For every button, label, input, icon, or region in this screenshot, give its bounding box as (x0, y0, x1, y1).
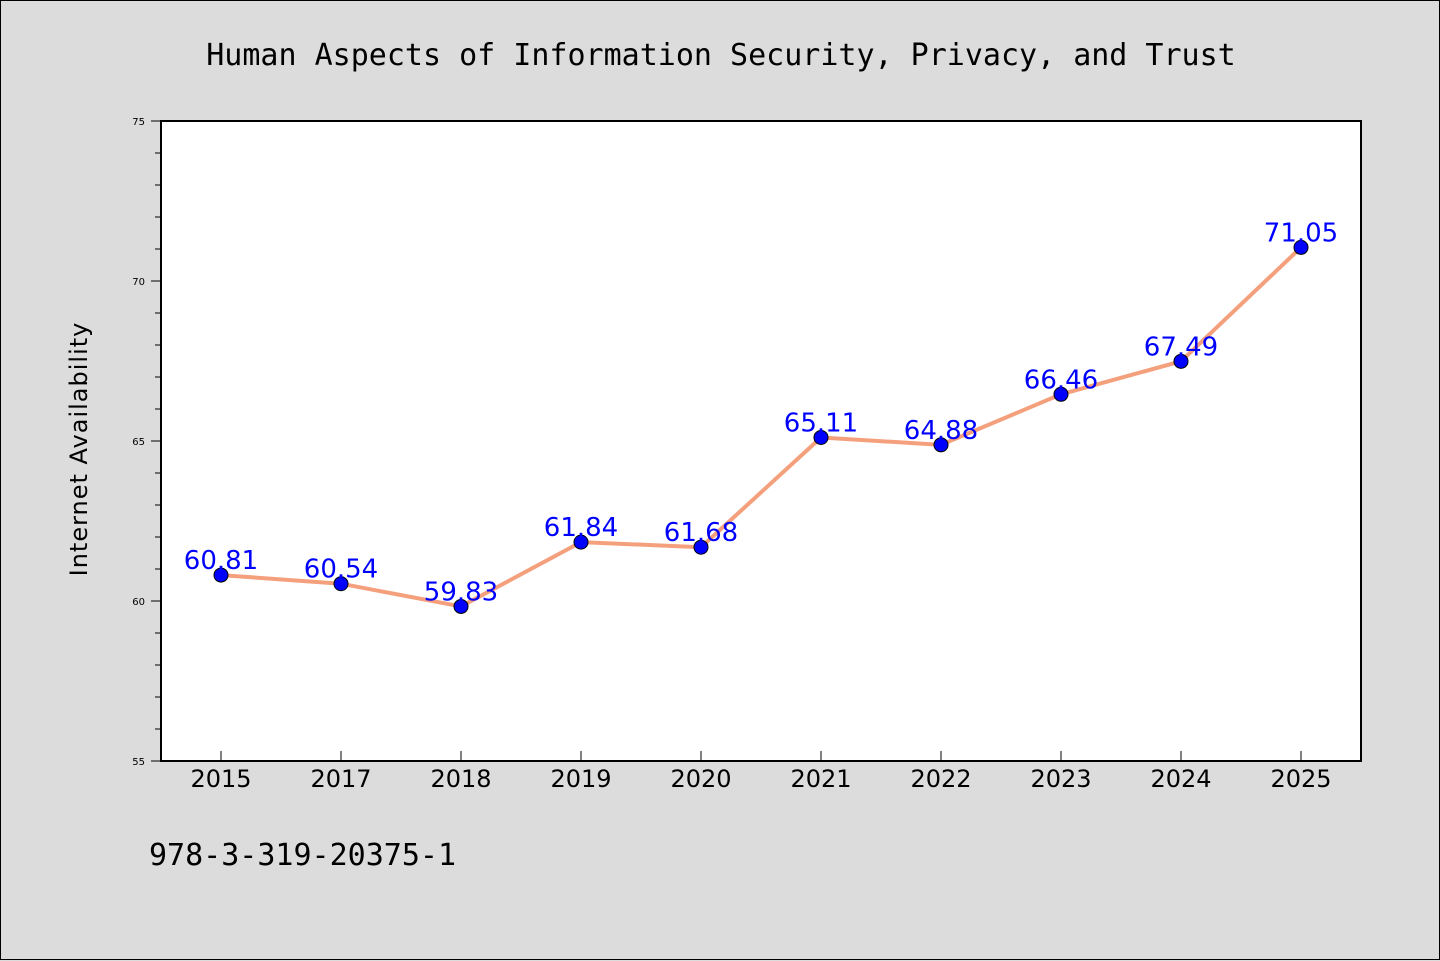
isbn-label: 978-3-319-20375-1 (149, 838, 456, 873)
series-line (219, 245, 1303, 609)
data-label: 59.83 (424, 577, 498, 607)
x-tick-label: 2022 (910, 765, 971, 793)
data-point (1053, 386, 1069, 402)
plot-area (160, 120, 1362, 762)
x-axis: 2015 2017 2018 2019 2020 2021 2022 2023 2024 2025 (190, 751, 1332, 793)
data-point (333, 576, 349, 592)
x-tick-label: 2020 (670, 765, 731, 793)
series-group: 60.81 60.54 59.83 61.84 61.68 65.11 64.88 66.46… (184, 218, 1338, 614)
data-point (213, 567, 229, 583)
x-tick-label: 2017 (310, 765, 371, 793)
x-tick-label: 2023 (1030, 765, 1091, 793)
x-tick-label: 2019 (550, 765, 611, 793)
x-tick-label: 2024 (1150, 765, 1211, 793)
data-point (933, 437, 949, 453)
x-tick-label: 2025 (1270, 765, 1331, 793)
data-label: 65.11 (784, 408, 858, 438)
data-point (693, 539, 709, 555)
data-label: 64.88 (904, 416, 978, 446)
x-tick-label: 2021 (790, 765, 851, 793)
data-label: 61.84 (544, 513, 618, 543)
data-label: 66.46 (1024, 365, 1098, 395)
data-point (813, 429, 829, 445)
data-label: 67.49 (1144, 332, 1218, 362)
y-tick-label: 55 (132, 757, 145, 768)
data-label: 71.05 (1264, 218, 1338, 248)
y-tick-label: 65 (132, 437, 145, 448)
y-axis-label: Internet Availability (65, 322, 93, 577)
chart-title: Human Aspects of Information Security, P… (206, 38, 1236, 73)
data-label: 60.81 (184, 546, 258, 576)
y-tick-label: 75 (132, 117, 145, 128)
y-axis: 55 60 65 70 75 (132, 117, 161, 768)
data-label: 60.54 (304, 555, 378, 585)
data-label: 61.68 (664, 518, 738, 548)
data-point (573, 534, 589, 550)
data-point (453, 598, 469, 614)
data-point (1173, 353, 1189, 369)
x-tick-label: 2018 (430, 765, 491, 793)
data-point (1293, 239, 1309, 255)
x-tick-label: 2015 (190, 765, 251, 793)
y-tick-label: 70 (132, 277, 145, 288)
y-tick-label: 60 (132, 597, 145, 608)
